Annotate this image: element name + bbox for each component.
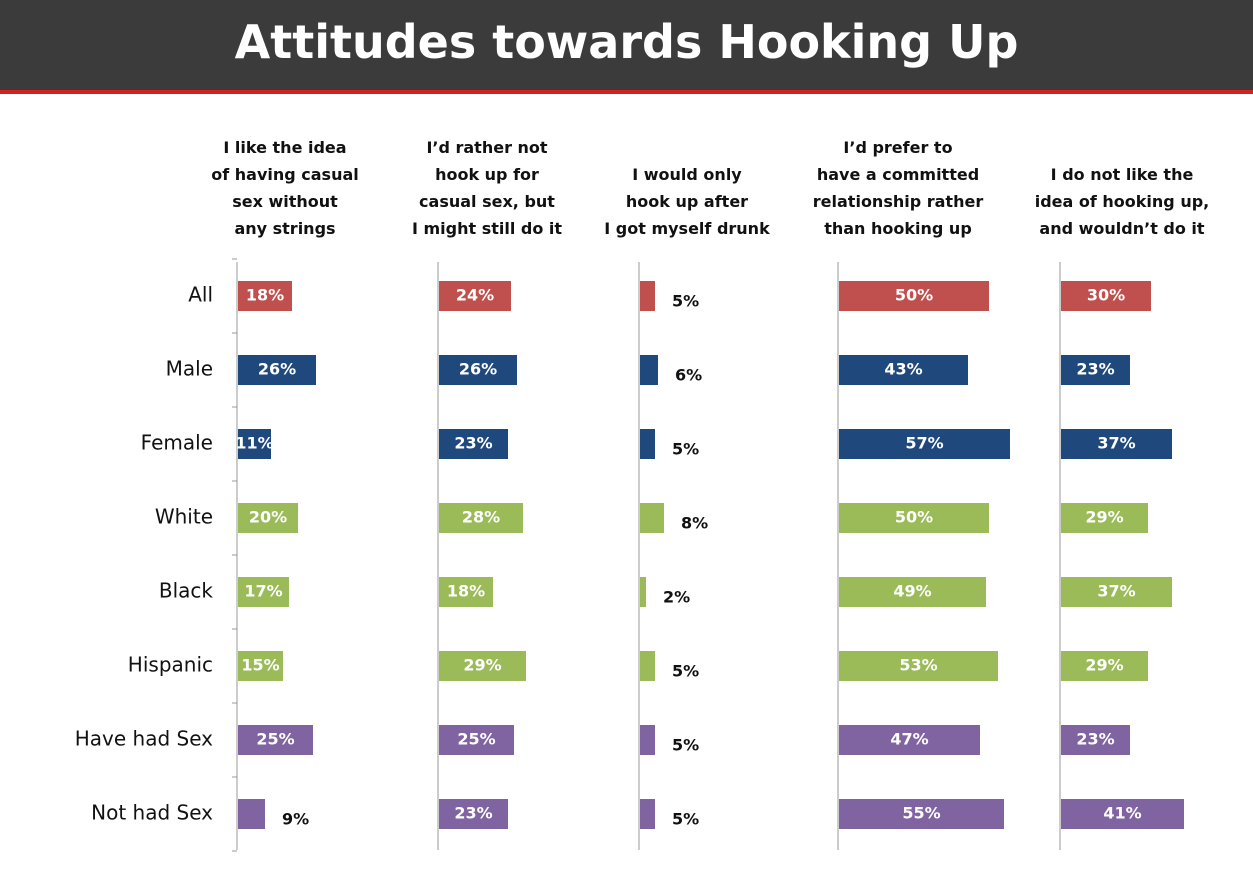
bar <box>238 429 271 459</box>
value-label: 23% <box>1076 730 1114 749</box>
value-label: 9% <box>282 810 309 829</box>
panel-header: I do not like the idea of hooking up, an… <box>1034 165 1210 238</box>
value-label: 26% <box>459 360 497 379</box>
bar <box>1061 355 1130 385</box>
bar <box>439 725 514 755</box>
panel-header: I’d rather not hook up for casual sex, b… <box>411 138 563 238</box>
value-label: 5% <box>672 810 699 829</box>
bar <box>1061 503 1148 533</box>
bar <box>1061 281 1151 311</box>
bar <box>439 577 493 607</box>
bar <box>439 429 508 459</box>
value-label: 5% <box>672 662 699 681</box>
value-label: 24% <box>456 286 494 305</box>
panel-header: I like the idea of having casual sex wit… <box>211 138 359 238</box>
bar <box>640 799 655 829</box>
bar <box>640 429 655 459</box>
value-label: 25% <box>457 730 495 749</box>
bar <box>839 799 1004 829</box>
bar <box>238 799 265 829</box>
value-label: 20% <box>249 508 287 527</box>
bar <box>640 503 664 533</box>
value-label: 41% <box>1103 804 1141 823</box>
value-label: 25% <box>256 730 294 749</box>
bar <box>439 503 523 533</box>
bar <box>640 725 655 755</box>
bar <box>640 355 658 385</box>
bar <box>439 651 526 681</box>
value-label: 43% <box>884 360 922 379</box>
value-label: 11% <box>235 434 273 453</box>
bar <box>1061 651 1148 681</box>
bar <box>439 355 517 385</box>
bar <box>238 577 289 607</box>
value-label: 17% <box>244 582 282 601</box>
value-label: 47% <box>890 730 928 749</box>
value-label: 2% <box>663 588 690 607</box>
value-label: 50% <box>895 286 933 305</box>
bar <box>1061 799 1184 829</box>
bar <box>839 503 989 533</box>
category-label: Black <box>159 579 214 603</box>
value-label: 37% <box>1097 582 1135 601</box>
chart-title: Attitudes towards Hooking Up <box>234 15 1019 69</box>
value-label: 18% <box>447 582 485 601</box>
bar <box>238 503 298 533</box>
bar <box>1061 429 1172 459</box>
bar <box>439 799 508 829</box>
value-label: 26% <box>258 360 296 379</box>
bar <box>640 577 646 607</box>
panel-header: I would only hook up after I got myself … <box>604 165 770 238</box>
bar <box>640 281 655 311</box>
category-label: Hispanic <box>128 653 213 677</box>
value-label: 50% <box>895 508 933 527</box>
category-label: Male <box>166 357 213 381</box>
value-label: 18% <box>246 286 284 305</box>
value-label: 29% <box>463 656 501 675</box>
value-label: 23% <box>1076 360 1114 379</box>
value-label: 8% <box>681 514 708 533</box>
value-label: 23% <box>454 434 492 453</box>
value-label: 57% <box>905 434 943 453</box>
value-label: 6% <box>675 366 702 385</box>
bar <box>839 651 998 681</box>
value-label: 5% <box>672 292 699 311</box>
value-label: 37% <box>1097 434 1135 453</box>
title-bar <box>0 0 1253 94</box>
bar <box>238 355 316 385</box>
bar <box>439 281 511 311</box>
bar <box>1061 725 1130 755</box>
category-label: Have had Sex <box>75 727 213 751</box>
value-label: 5% <box>672 736 699 755</box>
category-label: White <box>155 505 213 529</box>
value-label: 55% <box>902 804 940 823</box>
bar <box>839 355 968 385</box>
bar <box>640 651 655 681</box>
panel-header: I’d prefer to have a committed relations… <box>812 138 984 238</box>
value-label: 29% <box>1085 508 1123 527</box>
bar <box>839 577 986 607</box>
bar <box>238 651 283 681</box>
value-label: 28% <box>462 508 500 527</box>
bar <box>238 281 292 311</box>
category-label: Not had Sex <box>91 801 213 825</box>
category-label: Female <box>141 431 213 455</box>
value-label: 23% <box>454 804 492 823</box>
category-label: All <box>188 283 213 307</box>
bar <box>839 429 1010 459</box>
value-label: 49% <box>893 582 931 601</box>
value-label: 30% <box>1087 286 1125 305</box>
bar <box>839 725 980 755</box>
bar <box>238 725 313 755</box>
bar <box>1061 577 1172 607</box>
value-label: 29% <box>1085 656 1123 675</box>
value-label: 15% <box>241 656 279 675</box>
bar <box>839 281 989 311</box>
value-label: 5% <box>672 440 699 459</box>
value-label: 53% <box>899 656 937 675</box>
